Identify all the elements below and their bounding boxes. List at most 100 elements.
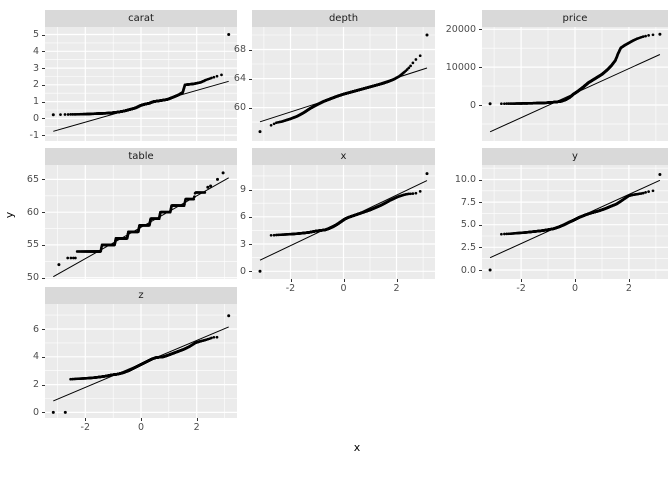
- facet-strip-label: x: [340, 151, 347, 162]
- x-tick-label: -2: [285, 283, 296, 294]
- y-tick-label: 7.5: [460, 196, 476, 208]
- qq-points: [258, 172, 429, 273]
- y-tick-mark: [42, 68, 45, 70]
- major-gridlines: [482, 27, 668, 141]
- facet-strip-table: table: [45, 148, 237, 165]
- facet-panel-table: [45, 165, 237, 279]
- y-tick-mark: [42, 179, 45, 181]
- x-axis-title: x: [353, 441, 361, 454]
- major-gridlines: [252, 165, 435, 279]
- y-tick-mark: [42, 384, 45, 386]
- y-tick-label: 4: [32, 351, 39, 363]
- y-tick-label: 10.0: [454, 174, 476, 185]
- x-tick-mark: [196, 418, 198, 421]
- facet-strip-label: z: [138, 290, 144, 301]
- y-tick-label: 0: [469, 99, 476, 111]
- y-tick-label: 0.0: [460, 264, 476, 276]
- facet-panel-price: [482, 27, 668, 141]
- facet-strip-label: depth: [328, 13, 359, 24]
- x-tick-label: -2: [80, 422, 91, 433]
- y-tick-mark: [249, 271, 252, 273]
- y-tick-mark: [249, 49, 252, 51]
- facet-panel-x: [252, 165, 435, 279]
- y-tick-mark: [42, 212, 45, 214]
- y-tick-label: 3: [32, 62, 39, 74]
- y-tick-label: 3: [239, 238, 246, 250]
- major-gridlines: [45, 165, 237, 279]
- y-tick-label: 6: [239, 211, 246, 223]
- y-tick-label: 10000: [445, 61, 476, 73]
- y-tick-mark: [249, 216, 252, 218]
- x-tick-label: 2: [393, 283, 400, 294]
- facet-strip-z: z: [45, 287, 237, 304]
- facet-strip-label: y: [572, 151, 578, 162]
- y-tick-label: 65: [26, 173, 39, 185]
- qq-points: [51, 33, 231, 117]
- y-tick-label: -1: [29, 129, 39, 141]
- x-tick-mark: [85, 418, 87, 421]
- y-tick-label: 50: [26, 272, 39, 284]
- qq-points: [488, 32, 662, 106]
- x-tick-mark: [343, 279, 345, 282]
- facet-strip-depth: depth: [252, 10, 435, 27]
- x-tick-mark: [141, 418, 142, 421]
- y-tick-mark: [479, 247, 482, 249]
- y-tick-label: 64: [233, 73, 246, 85]
- y-tick-mark: [42, 84, 45, 86]
- y-tick-label: 60: [233, 102, 246, 114]
- facet-panel-depth: [252, 27, 435, 141]
- y-tick-label: 0: [239, 265, 246, 277]
- facet-panel-carat: [45, 27, 237, 141]
- y-tick-label: 2: [32, 79, 39, 91]
- x-tick-mark: [575, 279, 576, 282]
- y-tick-mark: [249, 244, 252, 245]
- y-tick-label: 0: [32, 406, 39, 418]
- x-tick-label: 0: [571, 283, 579, 294]
- y-tick-label: 20000: [445, 23, 476, 35]
- y-tick-mark: [42, 118, 45, 120]
- facet-strip-y: y: [482, 148, 668, 165]
- y-tick-mark: [479, 29, 482, 31]
- facet-strip-label: table: [128, 151, 154, 162]
- y-tick-mark: [42, 101, 45, 103]
- y-tick-label: 9: [239, 184, 246, 195]
- y-tick-mark: [42, 51, 45, 53]
- y-tick-label: 0: [32, 112, 39, 124]
- major-gridlines: [252, 27, 435, 141]
- y-tick-mark: [249, 189, 252, 191]
- x-tick-mark: [290, 279, 292, 282]
- y-tick-label: 5.0: [460, 219, 476, 231]
- y-tick-label: 55: [26, 239, 39, 251]
- x-tick-label: 2: [625, 283, 632, 294]
- minor-gridlines: [45, 165, 237, 279]
- y-tick-label: 4: [32, 45, 39, 57]
- y-tick-label: 2: [32, 379, 39, 391]
- y-tick-mark: [42, 277, 45, 279]
- qq-points: [57, 171, 225, 267]
- facet-panel-z: [45, 304, 237, 418]
- facet-strip-label: price: [562, 13, 588, 24]
- qq-points: [488, 173, 662, 272]
- major-gridlines: [45, 304, 237, 418]
- x-tick-mark: [396, 279, 398, 282]
- x-tick-label: 2: [193, 422, 200, 433]
- y-tick-mark: [42, 244, 45, 246]
- facet-strip-label: carat: [128, 13, 154, 24]
- facet-strip-price: price: [482, 10, 668, 27]
- major-gridlines: [45, 27, 237, 141]
- y-tick-mark: [479, 202, 482, 204]
- minor-gridlines: [252, 165, 435, 279]
- y-tick-mark: [479, 179, 482, 181]
- facet-strip-carat: carat: [45, 10, 237, 27]
- x-tick-label: 0: [340, 283, 347, 294]
- qq-reference-line: [53, 177, 229, 278]
- y-tick-label: 2.5: [460, 241, 476, 253]
- y-tick-mark: [42, 329, 45, 330]
- y-tick-label: 68: [233, 44, 246, 55]
- y-tick-mark: [479, 105, 482, 106]
- y-tick-mark: [479, 224, 482, 226]
- y-tick-mark: [42, 34, 45, 36]
- y-tick-label: 60: [26, 206, 39, 218]
- facet-strip-x: x: [252, 148, 435, 165]
